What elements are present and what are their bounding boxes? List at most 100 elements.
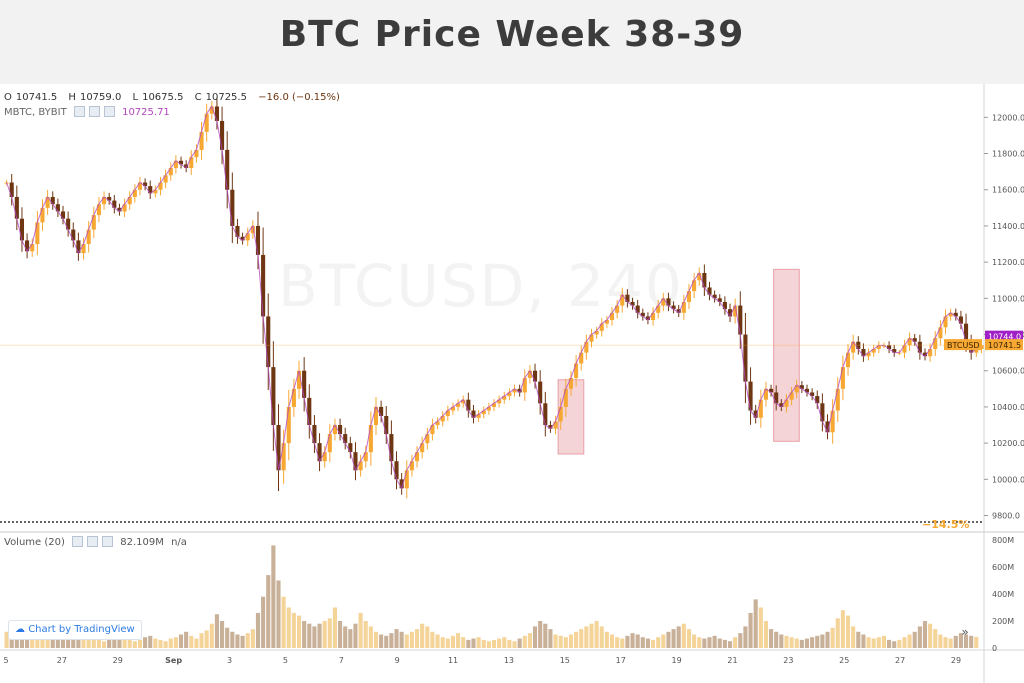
candle-body <box>722 301 727 310</box>
candle-body <box>235 225 240 237</box>
candle-body <box>645 316 650 321</box>
candle-body <box>707 287 712 295</box>
x-tick-label: 25 <box>839 656 849 665</box>
volume-bar <box>887 639 892 648</box>
candle-body <box>481 410 486 415</box>
volume-bar <box>404 634 409 648</box>
candle-body <box>184 164 189 169</box>
gear-icon[interactable] <box>87 536 99 547</box>
volume-bar <box>702 638 707 648</box>
volume-bar <box>307 623 312 648</box>
volume-bar <box>558 635 563 648</box>
candle-body <box>517 388 522 393</box>
volume-bar <box>543 623 548 648</box>
close-icon[interactable] <box>102 536 114 547</box>
volume-bar <box>435 634 440 648</box>
candle-body <box>522 377 527 393</box>
volume-bar <box>686 629 692 648</box>
candle-body <box>307 397 312 426</box>
x-tick-label: Sep <box>165 656 182 665</box>
close-icon[interactable] <box>103 106 115 117</box>
candle-body <box>948 312 953 317</box>
candle-body <box>912 338 917 342</box>
candle-body <box>332 425 337 435</box>
candle-body <box>30 244 35 252</box>
candle-body <box>733 305 738 317</box>
x-tick-label: 23 <box>783 656 793 665</box>
x-tick-label: 9 <box>395 656 400 665</box>
candle-body <box>943 316 948 328</box>
volume-bar <box>712 635 717 648</box>
volume-bar <box>261 596 266 648</box>
candle-body <box>430 425 435 435</box>
volume-bar <box>568 634 574 648</box>
volume-bar <box>912 631 917 648</box>
volume-bar <box>4 631 9 648</box>
volume-bar <box>240 635 245 648</box>
candle-body <box>609 312 615 321</box>
candle-body <box>127 196 132 205</box>
candle-body <box>55 204 60 212</box>
volume-bar <box>266 575 271 648</box>
volume-bar <box>538 621 543 648</box>
volume-bar <box>738 633 743 648</box>
eye-icon[interactable] <box>73 106 85 117</box>
volume-bar <box>502 637 507 648</box>
candle-body <box>25 240 30 252</box>
candle-body <box>296 370 302 389</box>
last-price-tag-label: 10741.5 <box>988 341 1021 350</box>
volume-bar <box>589 623 594 648</box>
volume-bar <box>948 638 953 648</box>
volume-bar <box>851 626 856 648</box>
volume-bar <box>804 638 810 648</box>
eye-icon[interactable] <box>72 536 84 547</box>
candle-body <box>774 392 779 404</box>
candle-body <box>363 452 368 462</box>
x-tick-label: 29 <box>951 656 961 665</box>
volume-bar <box>76 635 81 648</box>
volume-bar <box>389 633 394 648</box>
candle-body <box>835 388 840 411</box>
volume-bar <box>820 634 825 648</box>
volume-bar <box>476 637 481 648</box>
candle-body <box>866 352 871 357</box>
candle-body <box>738 305 743 335</box>
candle-body <box>794 385 799 393</box>
volume-bar <box>604 631 609 648</box>
volume-bar <box>810 637 815 648</box>
candle-body <box>261 254 266 317</box>
candle-body <box>76 240 81 254</box>
tradingview-credit[interactable]: ☁ Chart by TradingView <box>8 620 142 640</box>
volume-bar <box>974 636 979 648</box>
volume-bar <box>574 631 579 648</box>
gear-icon[interactable] <box>88 106 100 117</box>
volume-bar <box>158 639 163 648</box>
scroll-right-button[interactable]: » <box>956 624 974 640</box>
double-chevron-right-icon: » <box>961 625 969 639</box>
x-tick-label: 3 <box>227 656 232 665</box>
volume-bar <box>784 635 789 648</box>
volume-bar <box>753 599 758 648</box>
volume-bar <box>599 626 604 648</box>
volume-tick-label: 200M <box>992 617 1014 626</box>
price-tick-label: 11800.0 <box>992 150 1024 159</box>
price-tick-label: 10600.0 <box>992 367 1024 376</box>
volume-bar <box>471 638 476 648</box>
volume-bar <box>651 639 656 648</box>
candle-body <box>604 320 609 324</box>
candle-body <box>538 381 543 404</box>
candle-body <box>953 312 958 317</box>
candlestick-chart[interactable]: 12000.0 11800.0 11600.0 11400.0 11200.0 11000… <box>0 84 1024 683</box>
candle-body <box>928 349 933 357</box>
candle-body <box>476 414 481 418</box>
candle-body <box>615 305 620 313</box>
candle-body <box>91 215 96 230</box>
candle-body <box>40 207 45 223</box>
volume-bar <box>55 635 60 648</box>
volume-bar <box>184 631 189 648</box>
candle-body <box>86 229 91 245</box>
volume-bar <box>779 634 784 648</box>
volume-bar <box>343 626 348 648</box>
volume-bar <box>81 637 86 648</box>
candle-body <box>497 399 502 404</box>
